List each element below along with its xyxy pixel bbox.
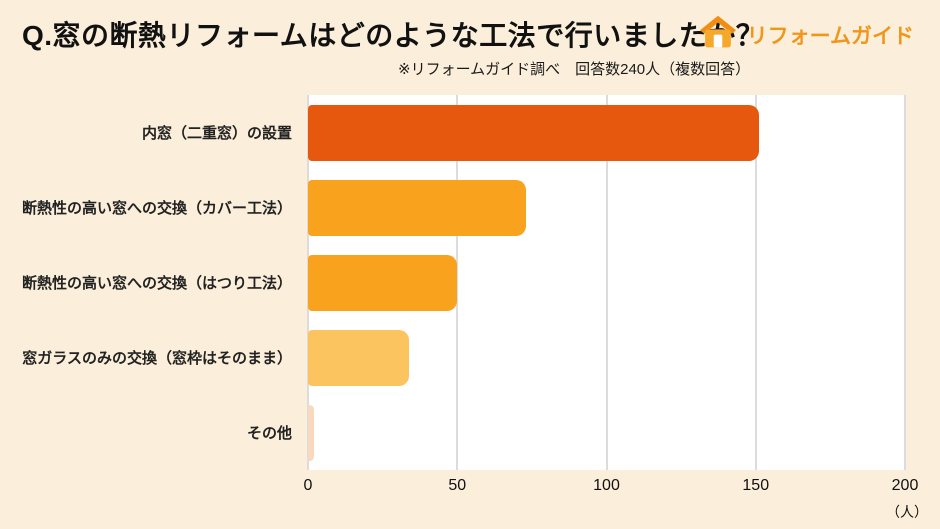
- x-tick-label: 150: [742, 477, 770, 494]
- chart-row: 内窓（二重窓）の設置: [0, 95, 905, 170]
- x-axis-unit-label: （人）: [886, 504, 928, 520]
- x-tick-label: 50: [448, 477, 467, 494]
- chart-row: 断熱性の高い窓への交換（はつり工法）: [0, 245, 905, 320]
- bar: [308, 104, 759, 161]
- x-axis-ticks: 0 50 100 150 200: [304, 477, 919, 499]
- bar-track: [308, 254, 905, 311]
- gridline: [605, 95, 608, 470]
- bar-track: [308, 329, 905, 386]
- bar-track: [308, 404, 905, 461]
- gridline: [754, 95, 757, 470]
- category-label: 断熱性の高い窓への交換（カバー工法）: [21, 200, 292, 217]
- gridline: [456, 95, 459, 470]
- chart-rows: 内窓（二重窓）の設置断熱性の高い窓への交換（カバー工法） 断熱性の高い窓への交換（…: [0, 95, 905, 470]
- bar: [308, 404, 314, 461]
- brand-logo-text: リフォームガイド: [746, 24, 914, 48]
- chart-row: その他: [0, 395, 905, 470]
- page-title: Q.窓の断熱リフォームはどのような工法で行いましたか？: [22, 20, 765, 51]
- category-label: 窓ガラスのみの交換（窓枠はそのまま）: [22, 350, 292, 367]
- house-icon: [697, 14, 739, 55]
- category-label: 内窓（二重窓）の設置: [141, 125, 292, 142]
- gridline: [904, 95, 906, 470]
- chart-row: 断熱性の高い窓への交換（カバー工法）: [0, 170, 905, 245]
- category-label: その他: [246, 425, 292, 442]
- brand-logo: リフォームガイド: [697, 14, 914, 55]
- x-tick-label: 200: [891, 477, 919, 494]
- x-tick-label: 0: [303, 477, 313, 494]
- category-label: 断熱性の高い窓への交換（はつり工法）: [21, 275, 292, 292]
- bar: [308, 329, 410, 386]
- x-tick-label: 100: [593, 477, 620, 494]
- chart-row: 窓ガラスのみの交換（窓枠はそのまま）: [0, 320, 905, 395]
- bar: [308, 179, 526, 236]
- bar-track: [308, 104, 905, 161]
- bar: [308, 254, 458, 311]
- bar-track: [308, 179, 905, 236]
- survey-note: ※リフォームガイド調べ 回答数240人（複数回答）: [398, 61, 751, 78]
